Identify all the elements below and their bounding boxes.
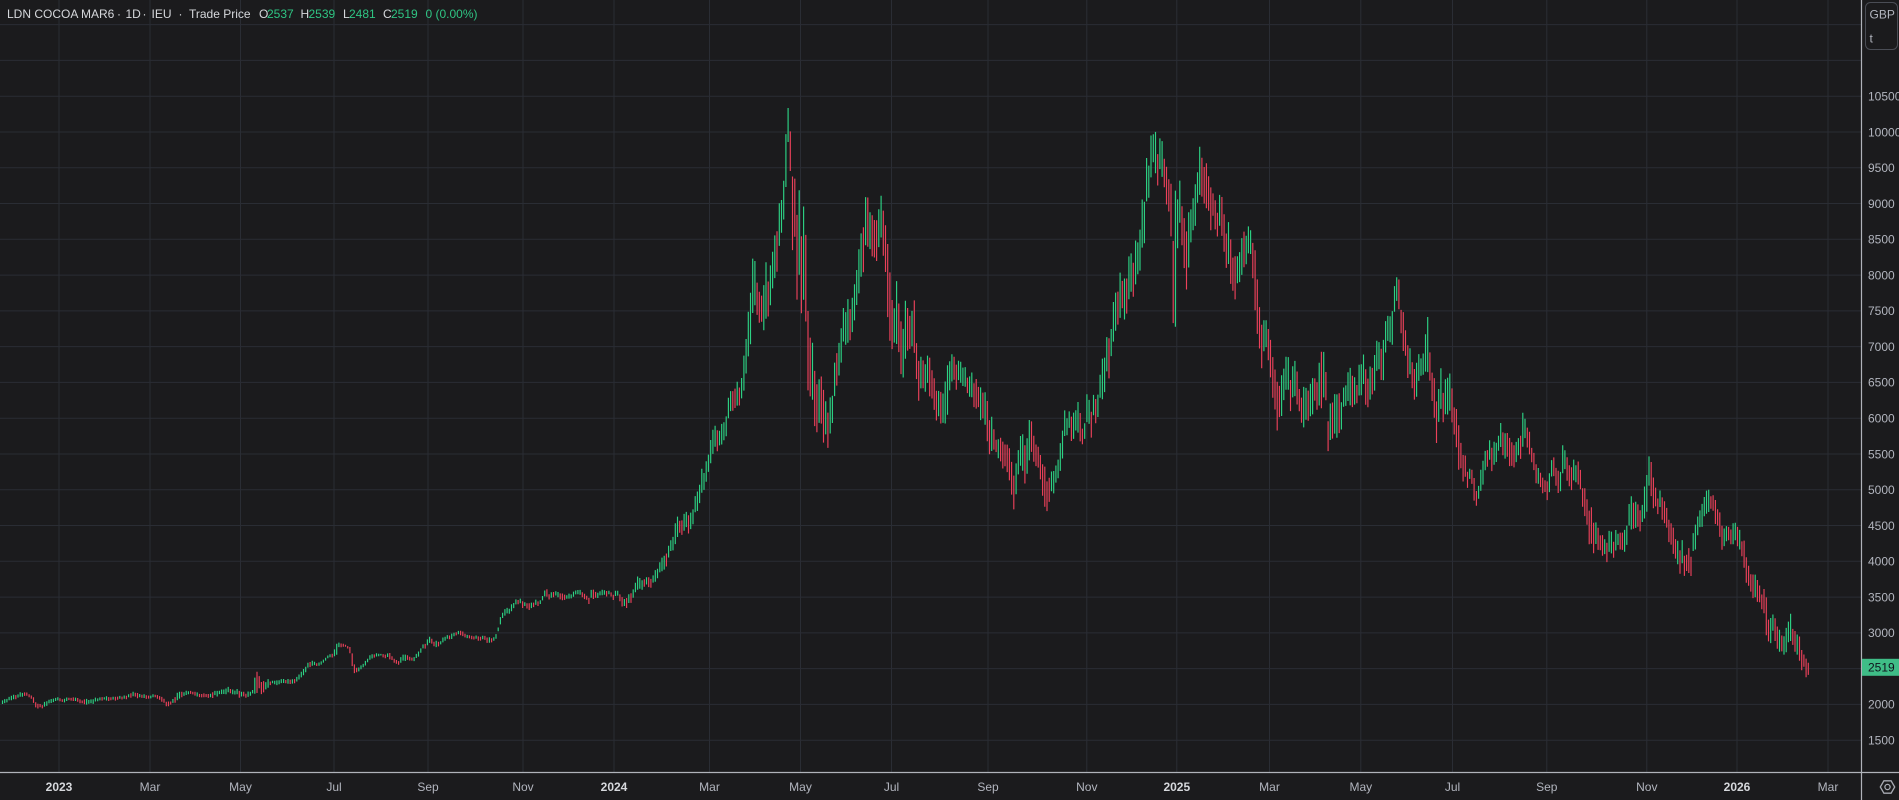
svg-text:Mar: Mar xyxy=(140,780,161,794)
svg-text:4000: 4000 xyxy=(1868,555,1895,569)
svg-text:Mar: Mar xyxy=(1259,780,1280,794)
svg-text:2000: 2000 xyxy=(1868,698,1895,712)
svg-text:4500: 4500 xyxy=(1868,519,1895,533)
svg-text:2024: 2024 xyxy=(601,780,628,794)
svg-text:7500: 7500 xyxy=(1868,304,1895,318)
svg-text:9500: 9500 xyxy=(1868,161,1895,175)
svg-text:May: May xyxy=(789,780,812,794)
svg-text:Mar: Mar xyxy=(699,780,720,794)
svg-text:2023: 2023 xyxy=(46,780,73,794)
svg-text:t: t xyxy=(1870,32,1874,46)
svg-text:Nov: Nov xyxy=(1636,780,1657,794)
svg-text:3000: 3000 xyxy=(1868,626,1895,640)
svg-text:6500: 6500 xyxy=(1868,376,1895,390)
svg-text:9000: 9000 xyxy=(1868,197,1895,211)
svg-text:Jul: Jul xyxy=(884,780,899,794)
svg-text:8500: 8500 xyxy=(1868,233,1895,247)
svg-text:7000: 7000 xyxy=(1868,340,1895,354)
svg-text:Sep: Sep xyxy=(977,780,999,794)
svg-text:Sep: Sep xyxy=(1536,780,1558,794)
svg-text:5500: 5500 xyxy=(1868,447,1895,461)
svg-text:GBP: GBP xyxy=(1870,8,1895,22)
svg-text:3500: 3500 xyxy=(1868,590,1895,604)
svg-text:2025: 2025 xyxy=(1163,780,1190,794)
svg-text:10000: 10000 xyxy=(1868,125,1899,139)
svg-text:Nov: Nov xyxy=(512,780,533,794)
svg-text:Nov: Nov xyxy=(1076,780,1097,794)
svg-text:5000: 5000 xyxy=(1868,483,1895,497)
svg-text:6000: 6000 xyxy=(1868,412,1895,426)
svg-text:May: May xyxy=(229,780,252,794)
svg-text:Sep: Sep xyxy=(417,780,439,794)
svg-text:10500: 10500 xyxy=(1868,90,1899,104)
svg-text:2519: 2519 xyxy=(1868,661,1895,675)
svg-text:May: May xyxy=(1349,780,1372,794)
svg-text:2026: 2026 xyxy=(1724,780,1751,794)
svg-text:1500: 1500 xyxy=(1868,734,1895,748)
svg-text:Mar: Mar xyxy=(1818,780,1839,794)
svg-text:Jul: Jul xyxy=(326,780,341,794)
svg-text:8000: 8000 xyxy=(1868,268,1895,282)
svg-text:LDN COCOA MAR6·1D·IEU·Trade Pr: LDN COCOA MAR6 · 1D · IEU · Trade Price O2537 H2… xyxy=(7,7,478,21)
svg-text:Jul: Jul xyxy=(1445,780,1460,794)
